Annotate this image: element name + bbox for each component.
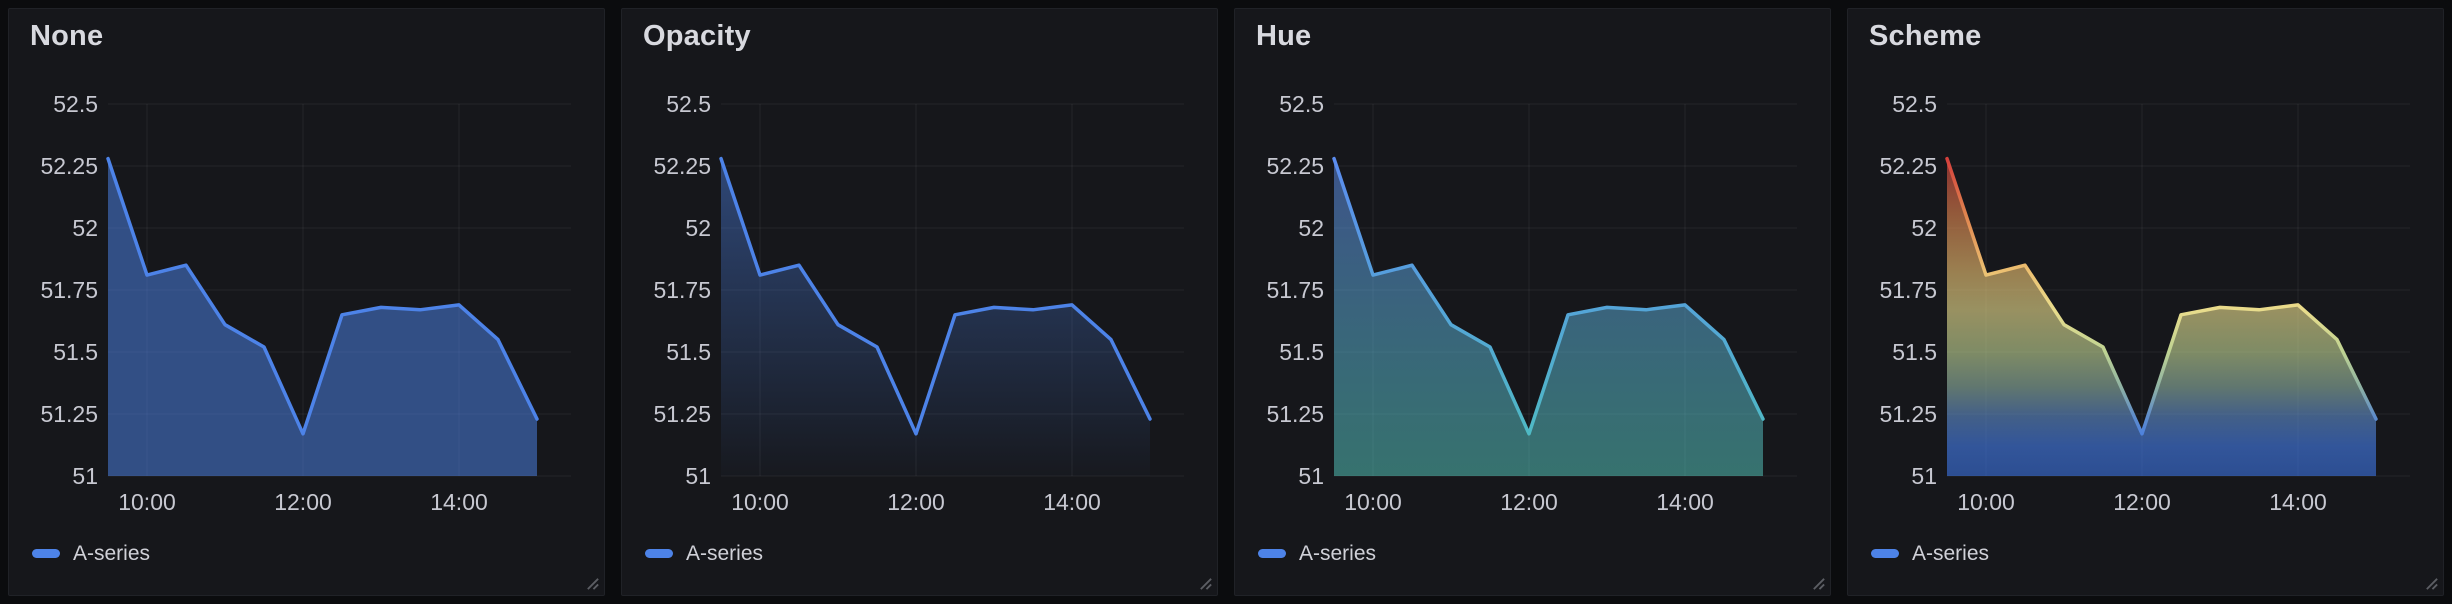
y-tick-label: 51.5 [53,339,98,365]
y-tick-label: 51.75 [40,277,98,303]
y-tick-label: 51.25 [653,401,711,427]
y-tick-label: 52.5 [1279,91,1324,117]
y-tick-label: 52 [72,215,98,241]
panel-resize-handle-icon[interactable] [1198,576,1213,591]
x-tick-label: 12:00 [274,489,332,515]
panel-title[interactable]: None [30,20,104,52]
legend-series-swatch[interactable] [32,548,60,558]
y-tick-label: 51 [1298,463,1324,489]
y-tick-label: 52.25 [653,153,711,179]
panel-title[interactable]: Scheme [1869,20,1982,52]
legend: A-series [645,540,763,566]
y-tick-label: 52 [1911,215,1937,241]
panel-resize-handle-icon[interactable] [585,576,600,591]
panel-scheme: 52.5 52.25 52 51.75 51.5 51.25 51 10:00 12:00 14:… [1847,8,2444,596]
legend-series-label[interactable]: A-series [1299,541,1377,565]
y-tick-label: 52.25 [1879,153,1937,179]
x-tick-label: 10:00 [118,489,176,515]
series-area-fill [1947,158,2376,476]
y-tick-label: 52.25 [40,153,98,179]
y-tick-label: 52.5 [666,91,711,117]
y-tick-label: 52 [1298,215,1324,241]
x-tick-label: 14:00 [430,489,488,515]
x-tick-label: 12:00 [887,489,945,515]
y-tick-label: 51.5 [1892,339,1937,365]
x-tick-label: 14:00 [2269,489,2327,515]
panel-hue: 52.5 52.25 52 51.75 51.5 51.25 51 10:00 12:00 14:… [1234,8,1831,596]
panel-resize-handle-icon[interactable] [2424,576,2439,591]
y-tick-label: 52 [685,215,711,241]
legend-series-swatch[interactable] [645,548,673,558]
y-tick-label: 51.5 [666,339,711,365]
x-tick-label: 12:00 [1500,489,1558,515]
panel-title[interactable]: Opacity [643,20,751,52]
y-tick-label: 52.25 [1266,153,1324,179]
panel-none: 52.5 52.25 52 51.75 51.5 51.25 51 10:00 12:00 14:… [8,8,605,596]
y-tick-label: 51.25 [1879,401,1937,427]
x-tick-label: 14:00 [1043,489,1101,515]
y-tick-label: 51.75 [1266,277,1324,303]
legend-series-swatch[interactable] [1871,548,1899,558]
legend-series-swatch[interactable] [1258,548,1286,558]
series-area-fill [108,158,537,476]
legend-series-label[interactable]: A-series [686,541,764,565]
y-tick-label: 51.75 [653,277,711,303]
legend: A-series [1258,540,1376,566]
y-tick-label: 51.5 [1279,339,1324,365]
time-series-chart[interactable]: 52.5 52.25 52 51.75 51.5 51.25 51 10:00 12:00 14:… [1235,9,1830,595]
y-tick-label: 51.25 [1266,401,1324,427]
x-tick-label: 10:00 [1957,489,2015,515]
legend-series-label[interactable]: A-series [1912,541,1990,565]
x-tick-label: 10:00 [1344,489,1402,515]
y-tick-label: 51.75 [1879,277,1937,303]
panel-opacity: 52.5 52.25 52 51.75 51.5 51.25 51 10:00 12:00 14:… [621,8,1218,596]
series-area-fill [1334,158,1763,476]
x-tick-label: 14:00 [1656,489,1714,515]
series-line [719,156,1152,436]
time-series-chart[interactable]: 52.5 52.25 52 51.75 51.5 51.25 51 10:00 12:00 14:… [9,9,604,595]
y-tick-label: 52.5 [1892,91,1937,117]
y-tick-label: 51.25 [40,401,98,427]
y-tick-label: 51 [72,463,98,489]
y-tick-label: 52.5 [53,91,98,117]
series-line [1945,156,2378,436]
y-tick-label: 51 [685,463,711,489]
series-line [1332,156,1765,436]
time-series-chart[interactable]: 52.5 52.25 52 51.75 51.5 51.25 51 10:00 12:00 14:… [1848,9,2443,595]
panel-title[interactable]: Hue [1256,20,1312,52]
series-area-fill [721,158,1150,476]
series-line [106,156,539,436]
legend: A-series [32,540,150,566]
y-tick-label: 51 [1911,463,1937,489]
x-tick-label: 12:00 [2113,489,2171,515]
panel-resize-handle-icon[interactable] [1811,576,1826,591]
legend-series-label[interactable]: A-series [73,541,151,565]
legend: A-series [1871,540,1989,566]
x-tick-label: 10:00 [731,489,789,515]
time-series-chart[interactable]: 52.5 52.25 52 51.75 51.5 51.25 51 10:00 12:00 14:… [622,9,1217,595]
